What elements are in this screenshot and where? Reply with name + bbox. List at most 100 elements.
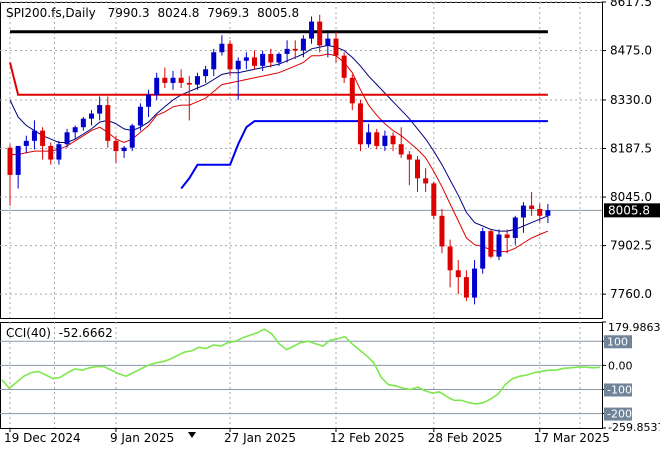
overlay-ema_blue <box>9 44 549 232</box>
symbol-label: SPI200.fs,Daily 7990.3 8024.8 7969.3 800… <box>6 6 299 20</box>
candle-body <box>447 246 453 271</box>
grid <box>0 1 602 428</box>
chart-frame <box>0 2 603 429</box>
candle-body <box>357 103 363 145</box>
candle-body <box>366 132 372 145</box>
candle-body <box>137 106 143 126</box>
candle-body <box>162 77 168 83</box>
cci-line <box>1 328 601 405</box>
candle-body <box>178 77 184 83</box>
xtick-label: 27 Jan 2025 <box>224 431 296 445</box>
cci-level-tag <box>604 335 632 349</box>
ytick-label: 8187.5 <box>610 142 652 156</box>
candle-body <box>496 234 502 257</box>
xtick-label: 28 Feb 2025 <box>428 431 503 445</box>
overlay-trailing <box>9 62 548 96</box>
candle-body <box>227 43 233 70</box>
candle-body <box>211 52 217 70</box>
candle-body <box>40 130 46 146</box>
candle-body <box>504 234 510 238</box>
candle-body <box>374 132 380 146</box>
candle-body <box>537 208 543 216</box>
candle-body <box>105 105 111 141</box>
ytick-label: 8475.0 <box>610 44 652 58</box>
overlay-support <box>180 120 548 190</box>
time-axis: 19 Dec 2024 9 Jan 2025 27 Jan 2025 12 Feb 2… <box>4 428 610 445</box>
candle-body <box>309 21 315 39</box>
overlay-ema_red <box>10 53 549 253</box>
price-axis: 8617.5 8475.0 8330.0 8187.5 8045.0 7902.5 7760… <box>602 0 652 301</box>
cci-tick-label: 179.9863 <box>608 321 660 334</box>
candle-body <box>317 21 323 46</box>
candle-body <box>284 48 290 54</box>
candles <box>7 14 551 305</box>
cci-level-tag <box>604 407 632 421</box>
current-price-tag: 8005.8 <box>604 203 660 218</box>
candle-body <box>113 140 119 152</box>
candle-body <box>349 77 355 104</box>
candle-body <box>529 205 535 209</box>
cci-tick-label: -100 <box>607 383 632 396</box>
candle-body <box>455 270 461 278</box>
ytick-label: 8045.0 <box>610 190 652 204</box>
candle-body <box>292 48 298 51</box>
candle-body <box>406 154 412 160</box>
candle-body <box>89 113 94 119</box>
cci-series <box>0 328 602 415</box>
ytick-label: 7760.0 <box>610 287 652 301</box>
svg-text:8005.8: 8005.8 <box>608 203 650 217</box>
candle-body <box>398 144 404 155</box>
cci-tick-label: -259.8537 <box>608 421 660 434</box>
xtick-label: 17 Mar 2025 <box>534 431 610 445</box>
candle-body <box>121 147 127 152</box>
candle-body <box>512 217 518 238</box>
candle-body <box>268 53 274 63</box>
cci-panel-border <box>0 322 603 429</box>
candle-body <box>423 178 429 184</box>
candle-body <box>472 268 478 298</box>
candle-body <box>390 135 396 145</box>
candle-body <box>545 210 551 216</box>
candle-body <box>64 132 70 145</box>
candle-body <box>341 55 347 78</box>
ytick-label: 8330.0 <box>610 93 652 107</box>
candle-body <box>219 43 225 53</box>
candle-body <box>276 53 282 63</box>
candle-body <box>439 215 445 247</box>
cci-tick-label: 0.00 <box>608 359 633 372</box>
candle-body <box>72 127 78 133</box>
ytick-label: 8617.5 <box>610 0 652 9</box>
candle-body <box>7 147 13 175</box>
candle-body <box>235 60 241 70</box>
candle-body <box>146 94 152 107</box>
candle-body <box>48 145 54 160</box>
cci-level-tag <box>604 383 632 397</box>
candle-body <box>463 277 469 298</box>
candle-body <box>415 159 420 179</box>
candle-body <box>382 135 388 146</box>
candle-body <box>80 118 86 128</box>
candle-body <box>300 38 306 51</box>
candle-body <box>154 77 160 95</box>
xtick-label: 19 Dec 2024 <box>4 431 81 445</box>
candle-body <box>56 144 62 160</box>
candle-body <box>170 77 176 83</box>
candle-body <box>186 82 192 85</box>
candle-body <box>23 140 29 146</box>
ytick-label: 7902.5 <box>610 239 652 253</box>
candle-body <box>243 57 249 61</box>
candle-body <box>203 69 209 77</box>
candle-body <box>333 38 339 56</box>
candle-body <box>252 57 257 66</box>
candle-body <box>488 231 494 257</box>
candle-body <box>325 38 331 46</box>
period-marker-icon <box>188 432 196 438</box>
candle-body <box>480 231 486 269</box>
cci-tick-label: 100 <box>607 335 628 348</box>
candle-body <box>31 130 37 141</box>
xtick-label: 9 Jan 2025 <box>110 431 174 445</box>
xtick-label: 12 Feb 2025 <box>330 431 405 445</box>
cci-tick-label: -200 <box>607 408 632 421</box>
